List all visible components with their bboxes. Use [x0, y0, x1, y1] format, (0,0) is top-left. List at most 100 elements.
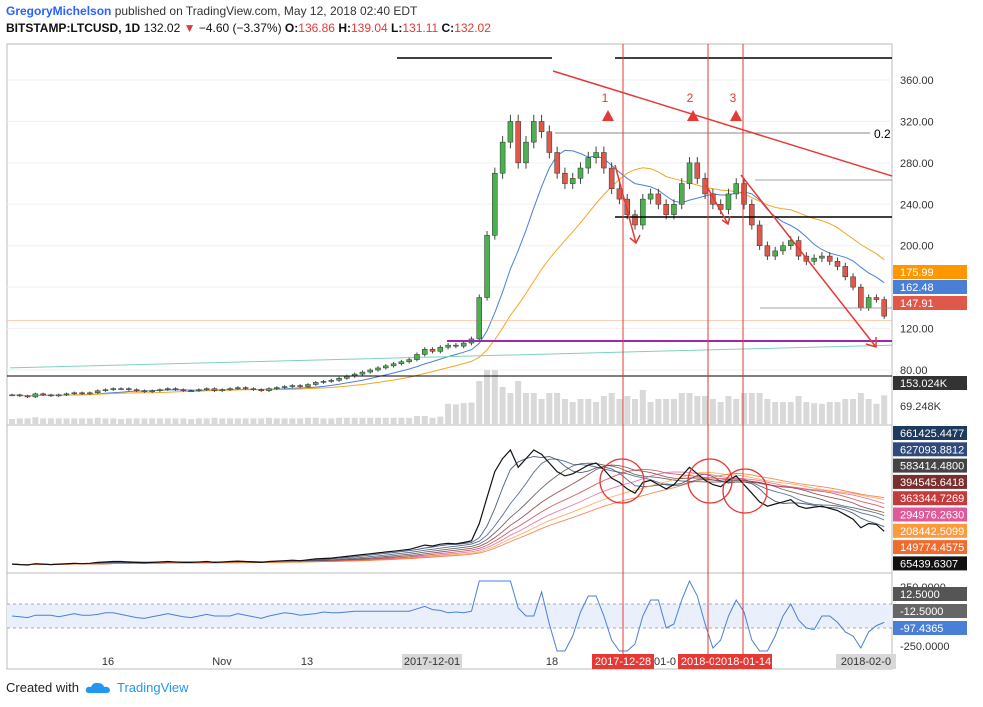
candle — [562, 172, 568, 184]
volume-bar — [694, 396, 701, 425]
candle — [242, 387, 249, 389]
price-change: −4.60 (−3.37%) — [198, 21, 282, 35]
candle — [686, 162, 693, 184]
author-link[interactable]: GregoryMichelson — [6, 4, 112, 18]
candle — [102, 389, 109, 391]
tradingview-link[interactable]: TradingView — [116, 680, 189, 695]
candle — [858, 286, 864, 309]
osc-value-label-box — [893, 587, 967, 601]
oscillator-line — [11, 579, 885, 652]
volume-bar — [624, 396, 631, 425]
candle — [507, 121, 514, 143]
volume-bar — [437, 416, 444, 425]
volume-bar — [164, 418, 171, 425]
candle — [165, 388, 171, 390]
volume-bar — [468, 402, 475, 425]
candle — [79, 392, 85, 395]
volume-bar — [850, 399, 857, 425]
arrow-head — [629, 234, 641, 245]
price-tick: 360.00 — [900, 75, 934, 87]
publish-header: GregoryMichelson published on TradingVie… — [6, 4, 417, 18]
ma-value-label-box — [893, 491, 967, 506]
open-value: 136.86 — [298, 21, 335, 35]
volume-bar — [40, 418, 47, 425]
price-tick: 80.00 — [900, 365, 928, 377]
candle — [865, 297, 872, 309]
volume-bar — [522, 393, 529, 425]
volume-bar — [702, 396, 709, 425]
volume-bar — [484, 370, 491, 425]
volume-bar — [865, 399, 872, 425]
ma-value-label-box — [893, 523, 967, 538]
time-tick-box — [836, 654, 896, 669]
candle — [188, 390, 194, 392]
ma-value-label-box — [893, 540, 967, 555]
time-tick: 2017-12-01 — [404, 656, 460, 668]
candle — [585, 157, 592, 169]
candle — [593, 152, 599, 158]
candle — [94, 390, 101, 394]
volume-bar — [476, 381, 483, 425]
candle — [437, 346, 444, 352]
ma-value-label-box — [893, 458, 967, 473]
price-axis — [892, 44, 983, 669]
volume-bar — [811, 403, 818, 425]
created-with-label: Created with — [6, 680, 79, 695]
candle — [834, 261, 841, 267]
oscillator-band — [7, 604, 892, 628]
volume-bar — [834, 402, 841, 425]
volume-bar — [445, 403, 452, 425]
volume-bar — [818, 403, 825, 425]
volume-bar — [764, 399, 771, 425]
candle — [780, 245, 786, 252]
volume-bar — [756, 393, 763, 425]
candle — [445, 344, 451, 348]
high-label: H: — [338, 21, 351, 35]
volume-bar — [639, 390, 646, 425]
candle — [344, 375, 350, 379]
volume-bar — [803, 402, 810, 425]
volume-bar — [320, 418, 327, 425]
volume-bar — [188, 419, 195, 425]
volume-bar — [203, 418, 210, 425]
price-tick: 120.00 — [900, 324, 934, 336]
candle — [531, 121, 537, 143]
candle — [149, 390, 155, 393]
event-date: 2018-01-14 — [715, 656, 771, 668]
candle — [398, 361, 405, 365]
candle — [640, 198, 646, 226]
ma-value-label: 294976.2630 — [900, 510, 964, 522]
event-date-box — [678, 654, 718, 669]
candle — [554, 152, 560, 174]
candle — [383, 365, 389, 369]
open-label: O: — [284, 21, 299, 35]
candle — [126, 388, 132, 390]
volume-bar — [741, 393, 748, 425]
ma-value-label: 363344.7269 — [900, 493, 964, 505]
candle — [157, 389, 163, 391]
volume-bar — [94, 417, 101, 425]
volume-bar — [281, 418, 288, 425]
price-value-label-box — [893, 296, 967, 310]
ma-panel — [6, 424, 893, 574]
grid — [7, 79, 892, 371]
volume-label: 153.024K — [900, 378, 948, 390]
candle — [118, 388, 124, 390]
osc-value-label: 12.5000 — [900, 589, 940, 601]
arrow-head — [721, 215, 731, 226]
trend-line — [552, 70, 893, 177]
candle — [289, 385, 296, 387]
signal-number: 2 — [687, 91, 694, 105]
volume-bar — [79, 418, 86, 425]
ma-value-label: 583414.4800 — [900, 461, 964, 473]
osc-value-label-box — [893, 604, 967, 618]
volume-bar — [873, 403, 880, 425]
candle — [414, 354, 420, 360]
fib-label: 0.2 — [874, 127, 891, 141]
volume-bar — [227, 418, 234, 425]
volume-bars — [9, 370, 888, 425]
candle — [710, 193, 716, 205]
candle — [211, 388, 218, 391]
volume-bar — [250, 418, 257, 425]
